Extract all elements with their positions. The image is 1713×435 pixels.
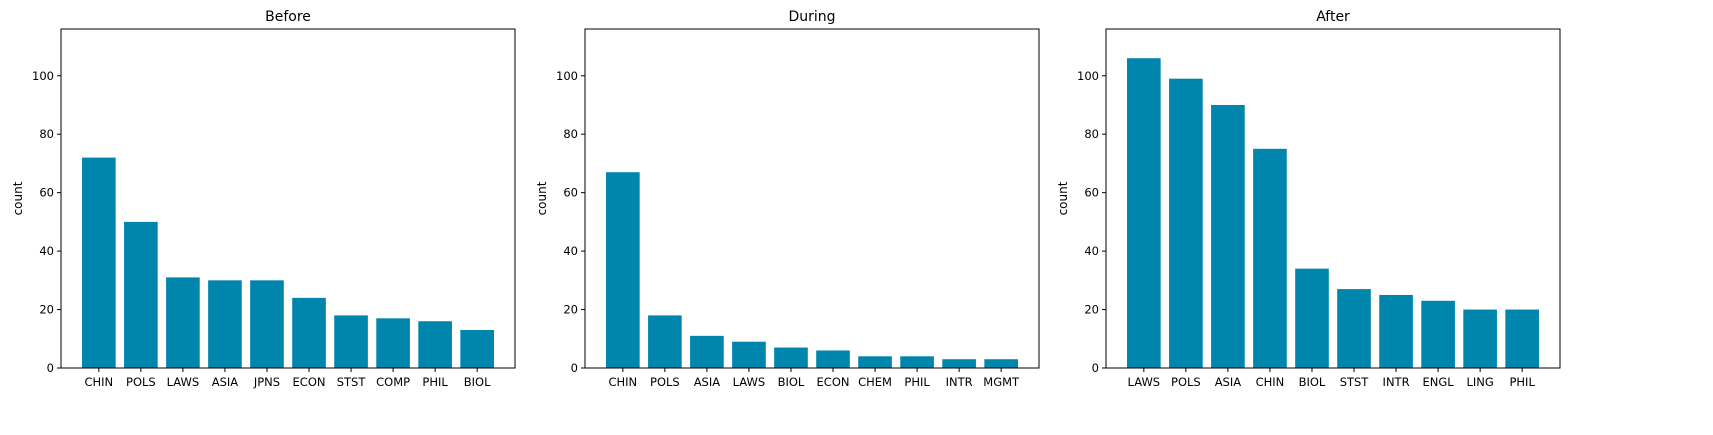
x-tick-label: POLS: [126, 375, 156, 389]
bar-pols: [124, 221, 158, 368]
x-tick-label: COMP: [376, 375, 410, 389]
x-tick-label: LAWS: [733, 375, 766, 389]
x-tick-label: BIOL: [778, 375, 805, 389]
x-tick-label: MGMT: [983, 375, 1020, 389]
bar-stst: [1337, 289, 1371, 368]
bar-laws: [732, 341, 766, 368]
y-axis-label: count: [1056, 181, 1070, 215]
x-tick-label: PHIL: [1509, 375, 1535, 389]
bar-econ: [292, 297, 326, 368]
bar-pols: [1169, 78, 1203, 369]
bar-chin: [1253, 148, 1287, 368]
x-tick-label: CHEM: [858, 375, 892, 389]
bar-ling: [1463, 309, 1497, 368]
bar-asia: [690, 335, 724, 368]
y-tick-label: 20: [39, 303, 54, 317]
axes-frame: [60, 28, 516, 369]
axes-frame: [1105, 28, 1561, 369]
y-tick-label: 60: [1084, 186, 1099, 200]
x-tick-label: ECON: [293, 375, 326, 389]
bar-chin: [82, 157, 116, 368]
y-tick-label: 40: [39, 244, 54, 258]
bar-asia: [208, 280, 242, 368]
y-tick-label: 100: [556, 69, 578, 83]
bar-comp: [376, 318, 410, 368]
y-axis-label: count: [11, 181, 25, 215]
y-axis-label: count: [535, 181, 549, 215]
bar-biol: [460, 330, 494, 368]
x-tick-label: PHIL: [904, 375, 930, 389]
x-tick-label: ECON: [817, 375, 850, 389]
bar-jpns: [250, 280, 284, 368]
y-tick-label: 80: [563, 127, 578, 141]
bar-engl: [1421, 300, 1455, 368]
x-tick-label: INTR: [946, 375, 973, 389]
x-tick-label: CHIN: [608, 375, 637, 389]
bar-phil: [900, 356, 934, 368]
x-tick-label: BIOL: [1299, 375, 1326, 389]
x-tick-label: PHIL: [422, 375, 448, 389]
y-tick-label: 60: [39, 186, 54, 200]
bar-biol: [774, 347, 808, 368]
x-tick-label: STST: [337, 375, 367, 389]
bar-laws: [1127, 58, 1161, 368]
bar-biol: [1295, 268, 1329, 368]
plot-area: 0 20 40 60 80 100 LAWS POLS ASIA CHIN BIOL STST INTR…: [1077, 28, 1561, 389]
plot-area: 0 20 40 60 80 100 CHIN POLS LAWS ASIA JPNS ECON STST…: [32, 28, 516, 389]
x-tick-label: POLS: [1171, 375, 1201, 389]
bar-intr: [1379, 294, 1413, 368]
x-tick-label: ENGL: [1422, 375, 1454, 389]
bar-phil: [1505, 309, 1539, 368]
y-tick-label: 40: [1084, 244, 1099, 258]
y-tick-label: 20: [563, 303, 578, 317]
bar-laws: [166, 277, 200, 368]
bar-econ: [816, 350, 850, 368]
x-tick-label: CHIN: [1256, 375, 1285, 389]
subplot-during: During count 0 20 40 60 80 100 CHIN POLS ASIA LAW…: [535, 9, 1040, 389]
bar-mgmt: [984, 359, 1018, 368]
y-tick-label: 0: [1092, 361, 1099, 375]
chart-title: After: [1316, 9, 1350, 25]
bar-stst: [334, 315, 368, 368]
y-tick-label: 100: [1077, 69, 1099, 83]
bar-pols: [648, 315, 682, 368]
y-tick-label: 0: [47, 361, 54, 375]
bar-asia: [1211, 104, 1245, 368]
x-tick-label: LAWS: [167, 375, 200, 389]
bar-intr: [942, 359, 976, 368]
x-tick-label: CHIN: [84, 375, 113, 389]
chart-title: During: [788, 9, 835, 25]
subplot-before: Before count 0 20 40 60 80 100 CHIN POLS LAWS ASI…: [11, 9, 516, 389]
x-tick-label: JPNS: [253, 375, 280, 389]
plot-area: 0 20 40 60 80 100 CHIN POLS ASIA LAWS BIOL ECON CHEM…: [556, 28, 1040, 389]
x-tick-label: POLS: [650, 375, 680, 389]
y-tick-label: 80: [39, 127, 54, 141]
y-tick-label: 60: [563, 186, 578, 200]
x-tick-label: ASIA: [212, 375, 239, 389]
y-tick-label: 100: [32, 69, 54, 83]
bar-phil: [418, 321, 452, 368]
chart-title: Before: [265, 9, 311, 25]
y-tick-label: 20: [1084, 303, 1099, 317]
y-tick-label: 80: [1084, 127, 1099, 141]
x-tick-label: BIOL: [464, 375, 491, 389]
x-tick-label: LAWS: [1128, 375, 1161, 389]
x-tick-label: STST: [1340, 375, 1370, 389]
bar-chin: [606, 172, 640, 368]
x-tick-label: ASIA: [694, 375, 721, 389]
x-tick-label: INTR: [1383, 375, 1410, 389]
subplot-after: After count 0 20 40 60 80 100 LAWS POLS ASIA CHIN…: [1056, 9, 1561, 389]
x-tick-label: LING: [1466, 375, 1493, 389]
axes-frame: [584, 28, 1040, 369]
y-tick-label: 40: [563, 244, 578, 258]
y-tick-label: 0: [571, 361, 578, 375]
bar-chem: [858, 356, 892, 368]
x-tick-label: ASIA: [1215, 375, 1242, 389]
